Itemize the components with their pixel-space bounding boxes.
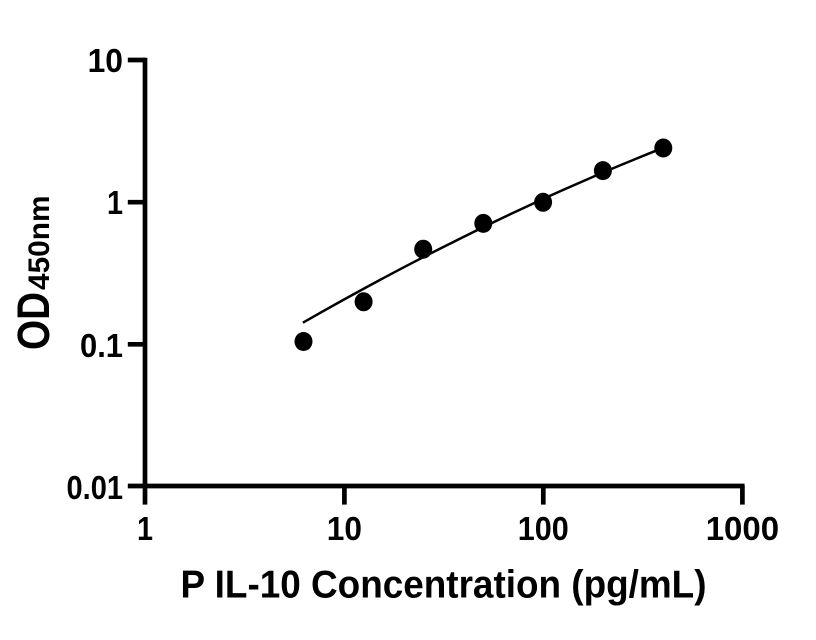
svg-text:P IL-10 Concentration (pg/mL): P IL-10 Concentration (pg/mL) [181, 564, 707, 607]
svg-text:10: 10 [327, 510, 362, 547]
svg-text:1: 1 [107, 184, 123, 221]
svg-text:1: 1 [137, 510, 153, 547]
svg-text:0.1: 0.1 [80, 327, 123, 364]
svg-text:0.01: 0.01 [67, 469, 124, 506]
svg-text:10: 10 [88, 42, 123, 79]
svg-text:450nm: 450nm [23, 196, 56, 291]
svg-text:OD: OD [8, 292, 59, 350]
svg-text:100: 100 [518, 510, 569, 547]
svg-text:1000: 1000 [706, 510, 779, 547]
